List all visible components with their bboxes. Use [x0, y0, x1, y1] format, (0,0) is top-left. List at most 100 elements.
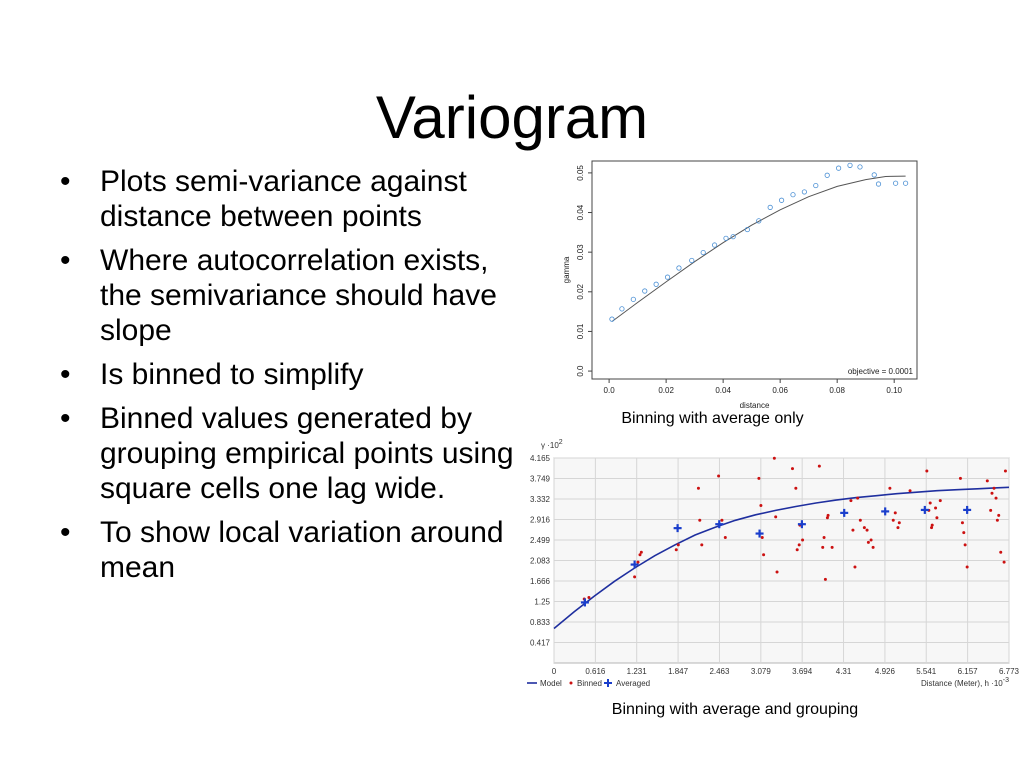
binned-point — [723, 535, 727, 539]
binned-point — [853, 565, 857, 569]
caption-average-grouping: Binning with average and grouping — [611, 701, 859, 718]
x-axis-label: Distance (Meter), h ·10-3 — [921, 677, 1009, 688]
empirical-point — [653, 281, 659, 287]
empirical-point — [813, 182, 819, 189]
binned-point — [760, 535, 764, 539]
binned-point — [830, 545, 834, 549]
empirical-point — [609, 316, 615, 322]
plot-frame — [591, 160, 918, 380]
binned-point — [985, 479, 989, 483]
y-tick-label: 3.332 — [530, 495, 551, 504]
y-tick-label: 0.05 — [576, 165, 585, 181]
y-tick-label: 0.417 — [530, 638, 551, 647]
empirical-point — [801, 189, 807, 195]
x-tick-label: 0.02 — [658, 386, 674, 395]
binned-point — [938, 499, 942, 503]
bullet-item: • Binned values generated by grouping emp… — [58, 401, 528, 506]
y-tick-label: 0.833 — [530, 618, 551, 627]
binned-point — [698, 518, 702, 522]
bullet-glyph: • — [60, 165, 71, 198]
x-tick-label: 0.0 — [604, 386, 616, 395]
y-tick-label: 1.666 — [530, 577, 551, 586]
binned-point — [930, 526, 934, 530]
binned-point — [720, 518, 724, 522]
bullet-glyph: • — [60, 402, 71, 435]
binned-point — [587, 596, 591, 600]
bullet-item: • Plots semi-variance against distance be… — [58, 164, 528, 234]
empirical-point — [689, 257, 695, 264]
binned-point — [965, 565, 969, 569]
bullet-glyph: • — [60, 244, 71, 277]
empirical-point — [711, 242, 718, 248]
averaged-point — [715, 520, 724, 529]
binned-point — [935, 516, 939, 520]
averaged-point — [881, 507, 890, 516]
averaged-point — [797, 520, 806, 529]
binned-point — [958, 476, 962, 480]
binned-point — [851, 528, 855, 532]
binned-point — [994, 496, 998, 500]
bullet-text: Where autocorrelation exists, the semiva… — [100, 244, 497, 347]
empirical-point — [642, 288, 648, 294]
binned-point — [992, 486, 996, 490]
empirical-point — [871, 172, 877, 178]
y-tick-label: 2.499 — [530, 536, 551, 545]
binned-point — [934, 506, 938, 510]
binned-point — [759, 503, 763, 507]
bullet-glyph: • — [60, 516, 71, 549]
empirical-point — [857, 164, 863, 170]
y-tick-label: 0.01 — [576, 323, 585, 339]
binned-point — [717, 474, 721, 478]
binned-point — [888, 486, 892, 490]
binned-point — [995, 518, 999, 522]
empirical-point — [723, 235, 729, 241]
x-tick-label: 1.847 — [668, 667, 689, 676]
binned-point — [790, 467, 794, 471]
empirical-point — [824, 172, 830, 178]
empirical-point — [847, 162, 853, 168]
empirical-point — [767, 204, 773, 210]
binned-point — [891, 518, 895, 522]
binned-point — [960, 521, 964, 525]
averaged-point — [580, 598, 589, 607]
averaged-point — [840, 508, 849, 517]
x-tick-label: 6.157 — [958, 667, 979, 676]
binned-point — [821, 545, 825, 549]
variogram-chart-average-grouping: 0.417 0.833 1.25 1.666 2.083 2.499 2.916 3.332 3… — [527, 439, 1020, 688]
x-tick-label: 6.773 — [999, 667, 1020, 676]
bullet-text: Plots semi-variance against distance bet… — [100, 165, 467, 233]
x-tick-label: 0.08 — [829, 386, 845, 395]
slide-title: Variogram — [375, 84, 649, 151]
binned-point — [795, 548, 799, 552]
x-tick-label: 5.541 — [916, 667, 937, 676]
x-tick-label: 0.06 — [772, 386, 788, 395]
y-tick-label: 0.04 — [576, 204, 585, 220]
binned-point — [696, 486, 700, 490]
y-axis-label: gamma — [562, 256, 571, 283]
averaged-point — [673, 524, 682, 533]
binned-point — [856, 496, 860, 500]
binned-point — [928, 501, 932, 505]
binned-point — [999, 550, 1003, 554]
binned-point — [823, 577, 827, 581]
empirical-point — [664, 274, 671, 280]
binned-point — [797, 543, 801, 547]
bullet-glyph: • — [60, 358, 71, 391]
x-tick-label: 0.04 — [715, 386, 731, 395]
y-tick-label: 2.916 — [530, 515, 551, 524]
bullet-text: Binned values generated by grouping empi… — [100, 402, 514, 505]
x-tick-label: 3.694 — [792, 667, 813, 676]
binned-point — [908, 489, 912, 493]
binned-point — [1002, 560, 1006, 564]
x-tick-label: 0.10 — [886, 386, 902, 395]
model-curve — [611, 175, 906, 322]
legend-binned-swatch — [569, 681, 573, 685]
binned-point — [962, 531, 966, 535]
binned-point — [849, 499, 853, 503]
empirical-point — [836, 165, 842, 171]
legend-averaged-label: Averaged — [616, 679, 650, 688]
variogram-chart-average-only: 0.0 0.02 0.04 0.06 0.08 0.10 0.0 0.01 0.02 0.03 0.… — [562, 160, 918, 410]
binned-point — [869, 538, 873, 542]
bullet-item: • Is binned to simplify — [58, 357, 528, 392]
binned-point — [801, 538, 805, 542]
